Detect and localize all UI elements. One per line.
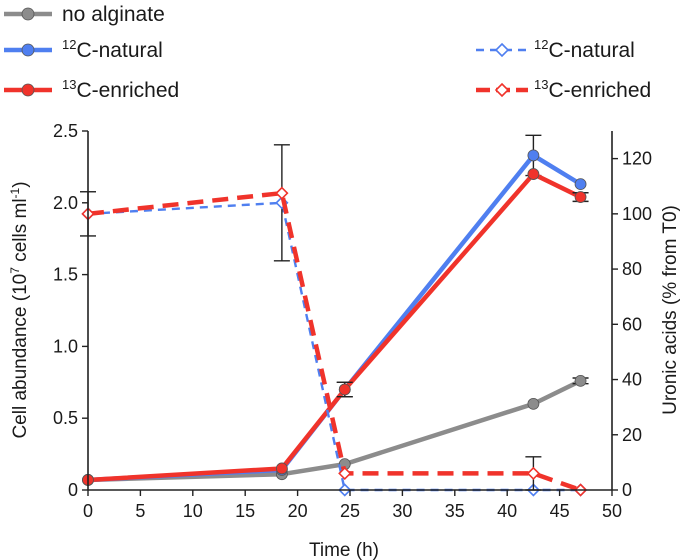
x-tick-label-7: 35 bbox=[445, 501, 465, 521]
right-y-tick-label-0: 0 bbox=[622, 480, 632, 500]
point-4-3 bbox=[526, 466, 541, 481]
legend-item-no-alginate: no alginate bbox=[4, 3, 165, 26]
legend-label-sup: 12 bbox=[62, 37, 76, 52]
legend-swatch-marker bbox=[494, 42, 510, 58]
left-y-tick-label-3: 1.5 bbox=[53, 265, 78, 285]
legend-item-c12-natural-uronic: 12C-natural bbox=[476, 37, 635, 62]
left-y-tick-label-0: 0 bbox=[68, 480, 78, 500]
point-2-2 bbox=[338, 383, 351, 396]
legend-label-main: C-natural bbox=[76, 39, 162, 62]
point-4-1 bbox=[275, 186, 289, 200]
series-4 bbox=[81, 186, 588, 497]
legend-label-main: C-enriched bbox=[76, 79, 179, 102]
left-y-axis-label: Cell abundance (107 cells ml-1) bbox=[8, 181, 31, 438]
left-y-tick-label-5: 2.5 bbox=[53, 121, 78, 141]
right-y-tick-label-2: 40 bbox=[622, 370, 642, 390]
x-tick-label-4: 20 bbox=[288, 501, 308, 521]
left-y-label-mid: cells ml bbox=[10, 198, 31, 267]
left-y-tick-label-4: 2.0 bbox=[53, 193, 78, 213]
point-0-3 bbox=[527, 397, 540, 410]
legend-label: 12C-natural bbox=[534, 37, 635, 62]
right-y-tick-label-1: 20 bbox=[622, 425, 642, 445]
point-0-4 bbox=[574, 374, 587, 387]
axes: 0 5 10 15 20 25 30 35 40 45 5000.51.01.52.02.50204… bbox=[53, 121, 652, 521]
legend-label-sup: 13 bbox=[534, 77, 548, 92]
x-tick-label-3: 15 bbox=[235, 501, 255, 521]
legend-item-c13-enriched-cells: 13C-enriched bbox=[4, 77, 179, 102]
left-y-label-end: ) bbox=[10, 181, 31, 187]
series-line-3 bbox=[87, 201, 581, 492]
legend-label: 12C-natural bbox=[62, 37, 163, 62]
left-y-tick-label-2: 1.0 bbox=[53, 336, 78, 356]
legend-swatch-marker bbox=[21, 83, 35, 97]
left-y-label-sup2: -1 bbox=[8, 187, 22, 198]
legend-swatch-marker bbox=[21, 7, 35, 21]
legend-label: 13C-enriched bbox=[62, 77, 179, 102]
legend-label-sup: 13 bbox=[62, 77, 76, 92]
point-1-3 bbox=[527, 149, 540, 162]
legend-swatch-marker bbox=[21, 43, 35, 57]
point-2-3 bbox=[527, 168, 540, 180]
legend-item-c13-enriched-uronic: 13C-enriched bbox=[476, 77, 651, 102]
legend-label-sup: 12 bbox=[534, 37, 548, 52]
legend-label-main: C-natural bbox=[548, 39, 634, 62]
series-layer bbox=[80, 134, 589, 497]
legend-swatch-marker bbox=[494, 82, 510, 98]
point-2-1 bbox=[275, 462, 288, 475]
x-tick-label-1: 5 bbox=[135, 501, 145, 521]
series-line-4 bbox=[87, 190, 582, 493]
legend-item-c12-natural-cells: 12C-natural bbox=[4, 37, 163, 62]
right-y-tick-label-5: 100 bbox=[622, 204, 652, 224]
series-2 bbox=[82, 168, 589, 486]
legend-label: 13C-enriched bbox=[534, 77, 651, 102]
right-y-tick-label-4: 80 bbox=[622, 259, 642, 279]
point-1-4 bbox=[574, 178, 587, 191]
x-tick-label-5: 25 bbox=[340, 501, 360, 521]
point-2-4 bbox=[574, 191, 587, 203]
left-y-tick-label-1: 0.5 bbox=[53, 408, 78, 428]
x-axis-label: Time (h) bbox=[309, 540, 379, 560]
x-tick-label-8: 40 bbox=[497, 501, 517, 521]
legend-label: no alginate bbox=[62, 3, 165, 26]
x-tick-label-2: 10 bbox=[183, 501, 203, 521]
right-y-tick-label-6: 120 bbox=[622, 149, 652, 169]
x-tick-label-10: 50 bbox=[602, 501, 622, 521]
point-4-2 bbox=[338, 466, 352, 481]
left-y-label-sup1: 7 bbox=[8, 267, 22, 274]
legend-label-main: C-enriched bbox=[548, 79, 651, 102]
x-tick-label-9: 45 bbox=[550, 501, 570, 521]
legend: no alginate12C-natural13C-enriched12C-na… bbox=[4, 3, 651, 102]
series-line-2 bbox=[87, 171, 582, 483]
right-y-tick-label-3: 60 bbox=[622, 314, 642, 334]
left-y-label-main: Cell abundance (10 bbox=[10, 274, 31, 439]
right-y-axis-label: Uronic acids (% from T0) bbox=[660, 205, 681, 415]
x-tick-label-0: 0 bbox=[83, 501, 93, 521]
x-tick-label-6: 30 bbox=[392, 501, 412, 521]
